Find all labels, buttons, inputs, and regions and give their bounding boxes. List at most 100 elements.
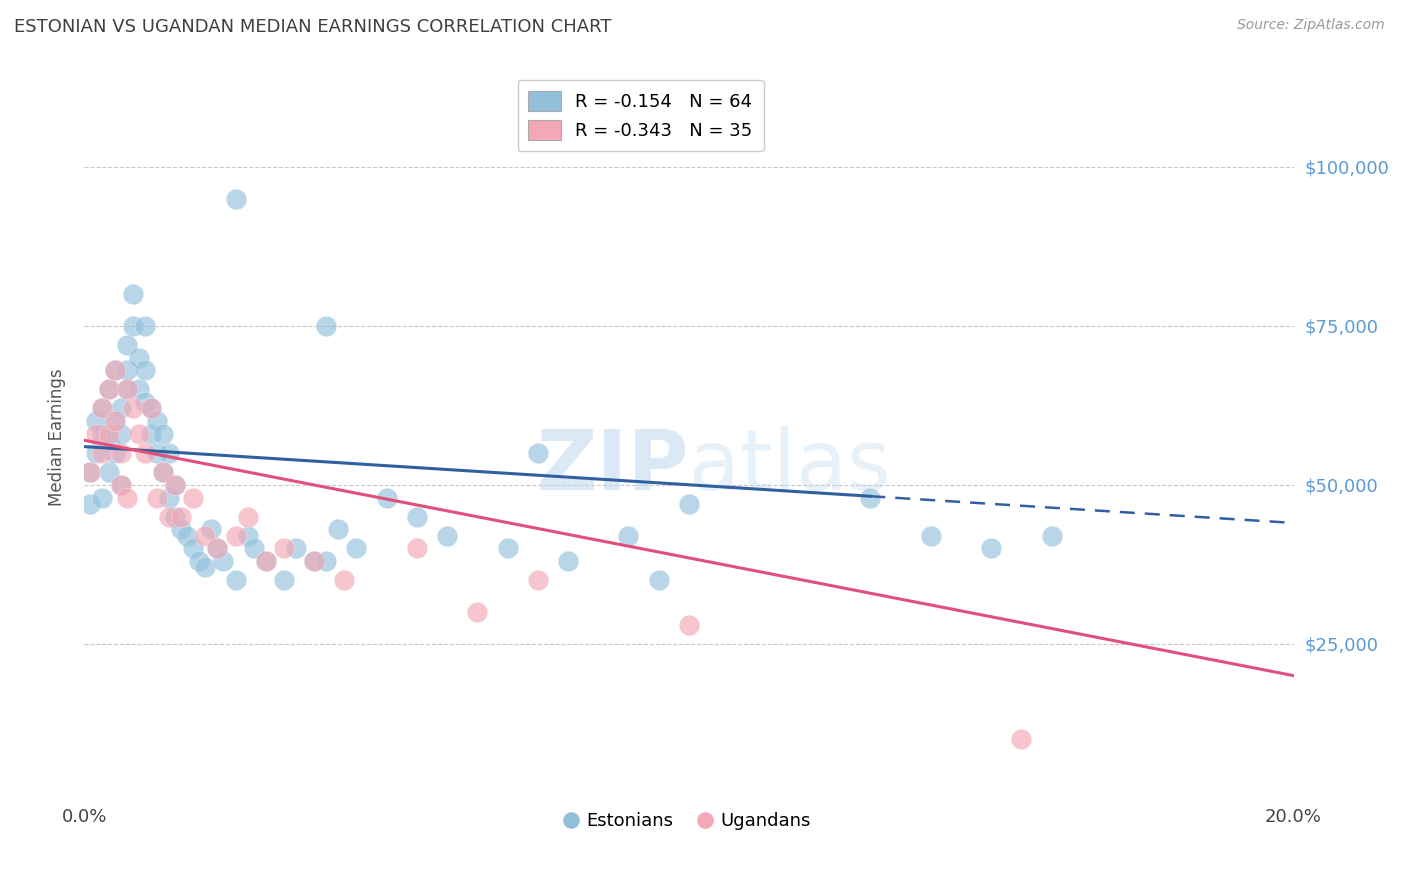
Point — [97, 465, 120, 479]
Point — [194, 529, 217, 543]
Point — [225, 192, 247, 206]
Point — [207, 541, 229, 556]
Point — [1040, 529, 1063, 543]
Point — [467, 605, 489, 619]
Point — [128, 426, 150, 441]
Point — [91, 446, 114, 460]
Point — [152, 465, 174, 479]
Point — [254, 554, 277, 568]
Point — [134, 446, 156, 460]
Point — [121, 287, 143, 301]
Point — [139, 401, 162, 416]
Point — [134, 395, 156, 409]
Point — [134, 318, 156, 333]
Point — [170, 509, 193, 524]
Point — [79, 465, 101, 479]
Point — [97, 434, 120, 448]
Point — [110, 401, 132, 416]
Point — [157, 509, 180, 524]
Point — [91, 401, 114, 416]
Point — [527, 446, 550, 460]
Text: ZIP: ZIP — [537, 425, 689, 507]
Point — [146, 446, 169, 460]
Point — [181, 491, 204, 505]
Point — [91, 401, 114, 416]
Point — [236, 509, 259, 524]
Point — [115, 338, 138, 352]
Point — [97, 383, 120, 397]
Point — [176, 529, 198, 543]
Point — [110, 477, 132, 491]
Point — [134, 363, 156, 377]
Point — [165, 509, 187, 524]
Point — [406, 509, 429, 524]
Point — [110, 477, 132, 491]
Point — [86, 414, 108, 428]
Point — [139, 426, 162, 441]
Point — [115, 363, 138, 377]
Point — [97, 383, 120, 397]
Point — [86, 446, 108, 460]
Point — [315, 318, 337, 333]
Point — [859, 491, 882, 505]
Point — [273, 573, 295, 587]
Point — [115, 383, 138, 397]
Point — [91, 491, 114, 505]
Point — [207, 541, 229, 556]
Point — [152, 426, 174, 441]
Text: Source: ZipAtlas.com: Source: ZipAtlas.com — [1237, 18, 1385, 32]
Point — [91, 426, 114, 441]
Point — [617, 529, 640, 543]
Point — [146, 491, 169, 505]
Point — [328, 522, 350, 536]
Point — [436, 529, 458, 543]
Point — [194, 560, 217, 574]
Point — [181, 541, 204, 556]
Point — [302, 554, 325, 568]
Point — [406, 541, 429, 556]
Point — [212, 554, 235, 568]
Point — [110, 426, 132, 441]
Point — [79, 497, 101, 511]
Point — [121, 318, 143, 333]
Point — [157, 491, 180, 505]
Point — [128, 383, 150, 397]
Point — [678, 617, 700, 632]
Point — [115, 383, 138, 397]
Point — [236, 529, 259, 543]
Point — [152, 465, 174, 479]
Point — [254, 554, 277, 568]
Point — [1011, 732, 1033, 747]
Point — [121, 401, 143, 416]
Point — [146, 414, 169, 428]
Point — [188, 554, 211, 568]
Point — [110, 446, 132, 460]
Point — [170, 522, 193, 536]
Point — [333, 573, 356, 587]
Point — [557, 554, 579, 568]
Point — [527, 573, 550, 587]
Point — [104, 414, 127, 428]
Point — [104, 414, 127, 428]
Point — [104, 363, 127, 377]
Text: atlas: atlas — [689, 425, 890, 507]
Point — [104, 363, 127, 377]
Point — [242, 541, 264, 556]
Text: ESTONIAN VS UGANDAN MEDIAN EARNINGS CORRELATION CHART: ESTONIAN VS UGANDAN MEDIAN EARNINGS CORR… — [14, 18, 612, 36]
Point — [115, 491, 138, 505]
Point — [920, 529, 942, 543]
Point — [302, 554, 325, 568]
Point — [165, 477, 187, 491]
Point — [97, 426, 120, 441]
Point — [346, 541, 368, 556]
Point — [648, 573, 671, 587]
Point — [104, 446, 127, 460]
Point — [165, 477, 187, 491]
Point — [157, 446, 180, 460]
Point — [79, 465, 101, 479]
Point — [225, 529, 247, 543]
Point — [86, 426, 108, 441]
Point — [128, 351, 150, 365]
Point — [273, 541, 295, 556]
Point — [496, 541, 519, 556]
